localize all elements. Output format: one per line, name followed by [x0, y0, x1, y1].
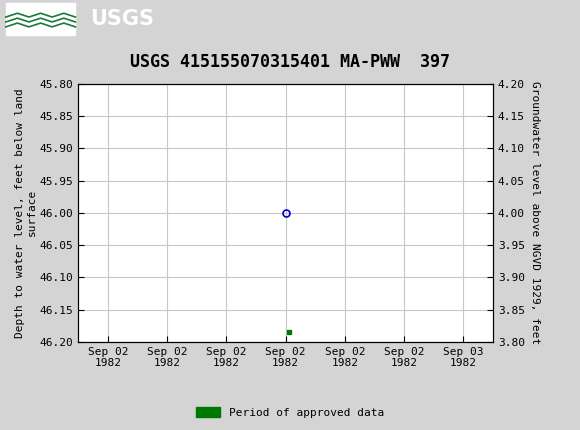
- Text: USGS: USGS: [90, 9, 154, 29]
- Y-axis label: Groundwater level above NGVD 1929, feet: Groundwater level above NGVD 1929, feet: [531, 81, 541, 344]
- Legend: Period of approved data: Period of approved data: [191, 403, 389, 422]
- Y-axis label: Depth to water level, feet below land
surface: Depth to water level, feet below land su…: [15, 88, 37, 338]
- Text: USGS 415155070315401 MA-PWW  397: USGS 415155070315401 MA-PWW 397: [130, 53, 450, 71]
- Bar: [6, 3, 75, 35]
